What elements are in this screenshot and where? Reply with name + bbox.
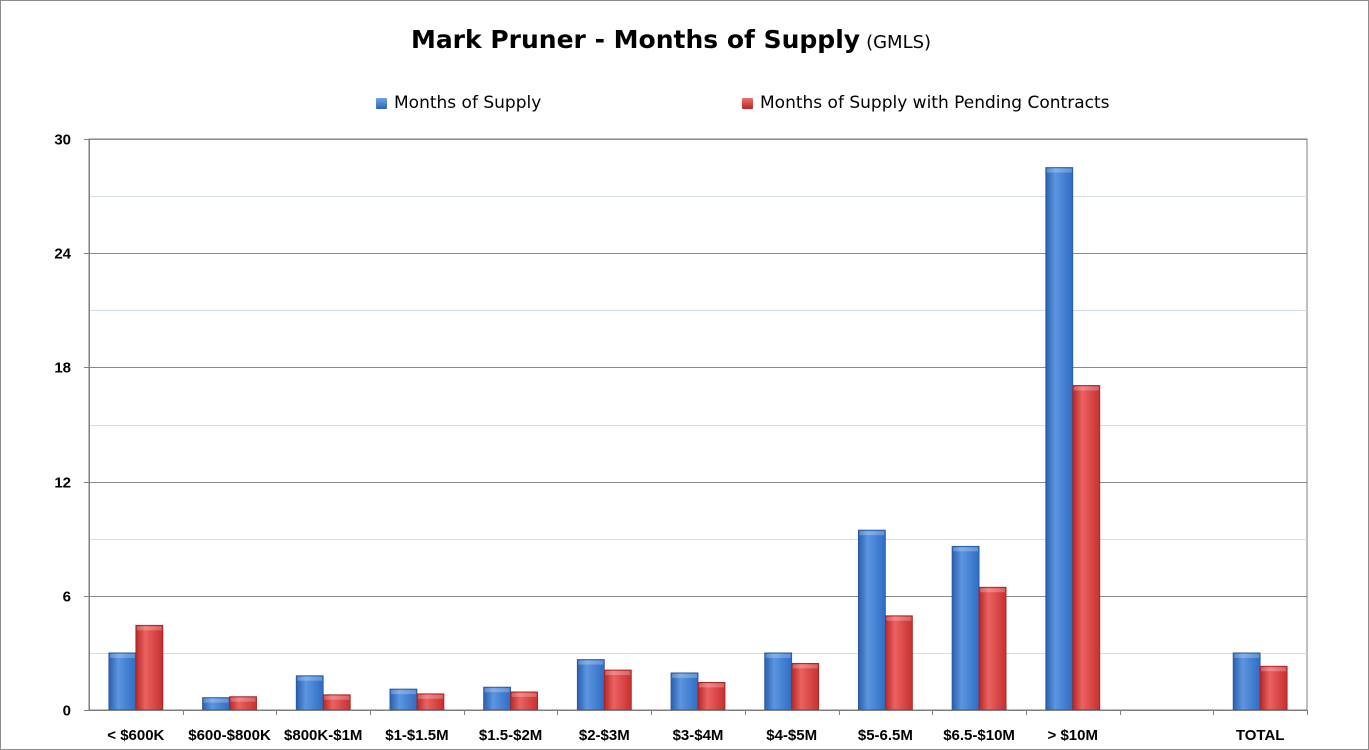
bar-pending-contracts — [603, 669, 632, 711]
bar-months-of-supply — [1232, 652, 1261, 711]
bar-highlight — [1234, 653, 1260, 658]
bar-highlight — [511, 692, 537, 697]
bar-pending-contracts — [978, 586, 1007, 711]
bar-highlight — [324, 695, 350, 700]
x-tick-label: $4-$5M — [766, 727, 817, 744]
bar-pending-contracts — [697, 682, 726, 711]
y-tick-label: 24 — [54, 246, 71, 263]
bar-highlight — [390, 690, 416, 695]
bar-pending-contracts — [1259, 665, 1288, 711]
chart-legend: Months of Supply Months of Supply with P… — [1, 93, 1369, 119]
bar-highlight — [1046, 168, 1072, 173]
bar-highlight — [230, 697, 256, 702]
x-tick-label: < $600K — [107, 727, 164, 744]
chart-subtitle: (GMLS) — [866, 32, 932, 53]
y-tick-label: 6 — [63, 589, 71, 606]
x-tick-label: $800K-$1M — [284, 727, 362, 744]
x-tick-label: $1.5-$2M — [479, 727, 542, 744]
bar-highlight — [1073, 386, 1099, 391]
x-tick-label: $3-$4M — [673, 727, 724, 744]
bar-highlight — [1261, 667, 1287, 672]
legend-item-months-of-supply: Months of Supply — [376, 93, 541, 113]
y-tick-label: 30 — [54, 132, 71, 149]
legend-label-months-of-supply: Months of Supply — [394, 93, 542, 113]
bars-layer — [108, 167, 1288, 711]
x-tick-label: $600-$800K — [188, 727, 271, 744]
y-tick-label: 18 — [54, 360, 71, 377]
bar-highlight — [980, 588, 1006, 593]
bar-months-of-supply — [764, 652, 793, 711]
bar-highlight — [859, 531, 885, 536]
labels-layer: 0 6 12 18 24 30 < $600K $600-$800K $800K-$1M $1-$… — [54, 132, 1284, 745]
bar-highlight — [203, 698, 229, 703]
bar-highlight — [792, 664, 818, 669]
bar-months-of-supply — [951, 545, 980, 711]
bar-highlight — [484, 688, 510, 693]
y-tick-label: 12 — [54, 475, 71, 492]
chart-title: Mark Pruner - Months of Supply (GMLS) — [1, 25, 1341, 54]
x-tick-label: $2-$3M — [579, 727, 630, 744]
bar-highlight — [297, 676, 323, 681]
x-tick-label: $6.5-$10M — [943, 727, 1015, 744]
bar-highlight — [699, 683, 724, 688]
plot-border — [88, 138, 1308, 711]
bar-months-of-supply — [108, 652, 137, 711]
axis-layer — [84, 139, 1308, 715]
legend-swatch-red — [742, 97, 753, 109]
bar-months-of-supply — [1045, 167, 1074, 711]
bar-pending-contracts — [884, 615, 913, 711]
grid-layer — [88, 138, 1308, 711]
x-tick-label: $1-$1.5M — [385, 727, 448, 744]
x-tick-label: $5-6.5M — [858, 727, 913, 744]
x-tick-label: > $10M — [1048, 727, 1098, 744]
bar-highlight — [953, 547, 979, 552]
y-tick-label: 0 — [63, 703, 71, 720]
bar-months-of-supply — [295, 675, 324, 711]
bar-months-of-supply — [670, 672, 699, 711]
bar-months-of-supply — [857, 529, 886, 711]
chart-title-main: Mark Pruner - Months of Supply — [410, 25, 861, 54]
x-tick-label: TOTAL — [1236, 727, 1285, 744]
bar-pending-contracts — [135, 624, 164, 711]
legend-swatch-blue — [376, 97, 387, 109]
bar-highlight — [886, 616, 912, 621]
bar-highlight — [136, 626, 162, 631]
bar-highlight — [605, 671, 631, 676]
bar-pending-contracts — [1072, 385, 1101, 711]
bar-highlight — [417, 694, 443, 699]
bar-pending-contracts — [791, 662, 820, 711]
legend-item-pending-contracts: Months of Supply with Pending Contracts — [742, 93, 1110, 113]
bar-highlight — [765, 653, 791, 658]
bar-highlight — [672, 673, 697, 678]
bar-highlight — [578, 660, 604, 665]
legend-label-pending-contracts: Months of Supply with Pending Contracts — [760, 93, 1110, 113]
bar-months-of-supply — [576, 659, 605, 711]
bar-highlight — [109, 653, 135, 658]
